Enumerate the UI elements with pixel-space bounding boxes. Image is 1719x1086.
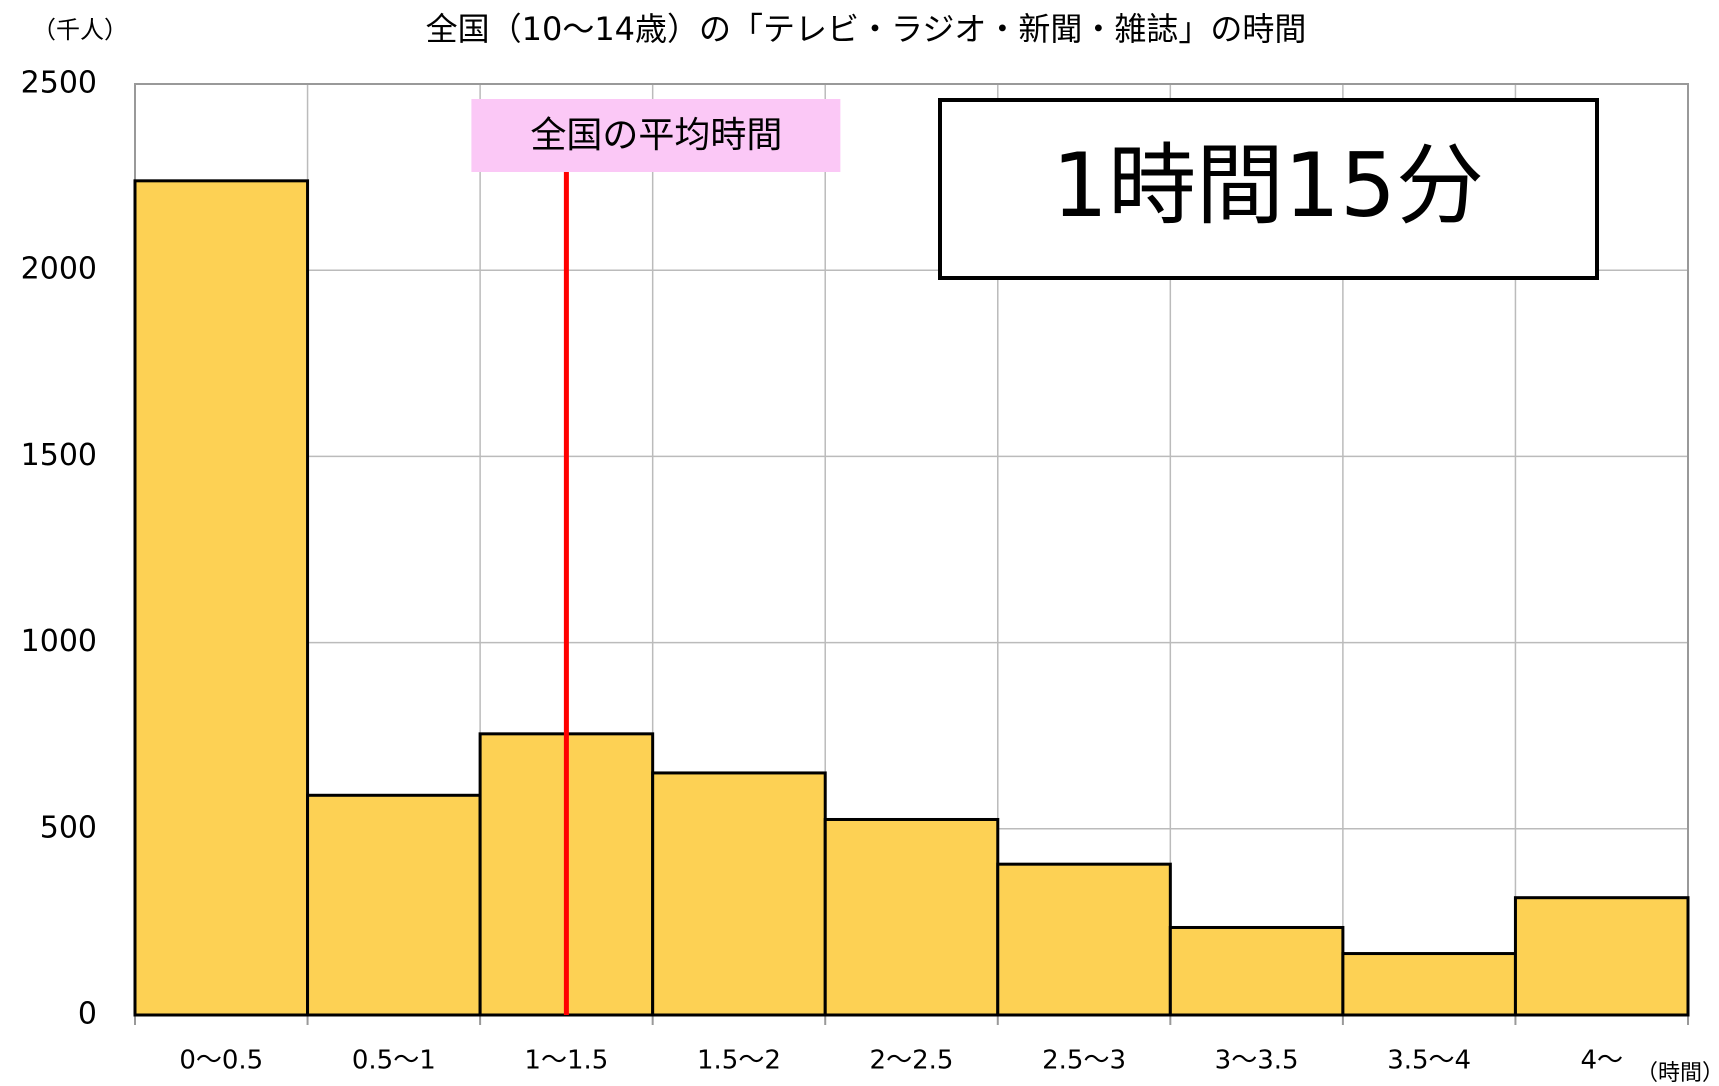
x-tick-label: 2～2.5 [870,1046,954,1076]
chart-title: 全国（10～14歳）の「テレビ・ラジオ・新聞・雑誌」の時間 [426,10,1307,48]
x-tick-label: 4～ [1580,1046,1623,1076]
mean-text-box [938,98,1599,280]
x-tick-label: 1～1.5 [524,1046,608,1076]
y-tick-label: 2000 [21,252,97,287]
bar [1168,925,1345,1017]
y-tick-label: 2500 [21,66,97,101]
y-tick-label: 0 [78,997,97,1032]
x-tick-label: 0～0.5 [179,1046,263,1076]
y-tick-label: 500 [40,810,97,845]
bar [306,793,482,1017]
y-tick-label: 1500 [21,438,97,473]
bar [1341,952,1517,1017]
x-tick-label: 3.5～4 [1387,1046,1471,1076]
bar [651,771,827,1017]
mean-label: 全国の平均時間 [530,115,782,156]
x-tick-label: 3～3.5 [1215,1046,1299,1076]
mean-text: 1時間15分 [1052,134,1484,237]
bar [133,179,310,1017]
bar [823,817,1000,1017]
x-tick-label: 0.5～1 [352,1046,436,1076]
mean-label-box [471,99,841,172]
y-tick-label: 1000 [21,624,97,659]
x-unit: （時間） [1636,1061,1719,1086]
y-unit: （千人） [32,16,128,44]
bar [996,862,1172,1017]
bar [1513,896,1690,1017]
x-tick-label: 2.5～3 [1042,1046,1126,1076]
x-tick-label: 1.5～2 [697,1046,781,1076]
